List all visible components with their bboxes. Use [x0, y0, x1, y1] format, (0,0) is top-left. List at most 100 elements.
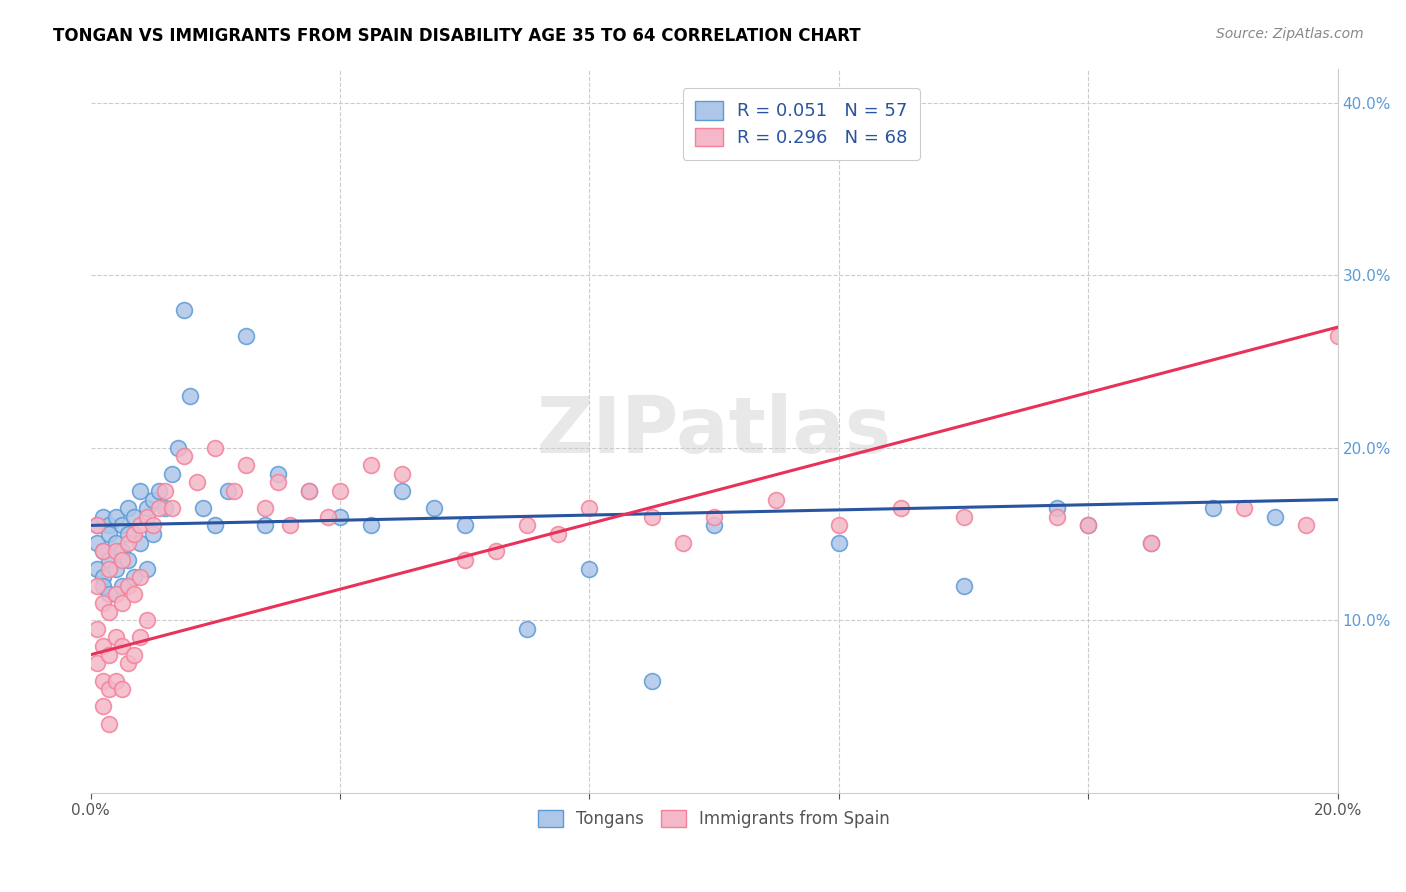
Point — [1202, 501, 1225, 516]
Point — [104, 509, 127, 524]
Point — [104, 535, 127, 549]
Point — [104, 673, 127, 688]
Point — [91, 544, 114, 558]
Point — [160, 501, 183, 516]
Point — [129, 518, 152, 533]
Point — [703, 518, 725, 533]
Point — [98, 716, 121, 731]
Point — [91, 509, 114, 524]
Point — [1264, 509, 1286, 524]
Point — [129, 570, 152, 584]
Point — [91, 699, 114, 714]
Point — [235, 458, 257, 472]
Point — [111, 579, 134, 593]
Point — [890, 501, 912, 516]
Point — [217, 483, 239, 498]
Point — [391, 467, 413, 481]
Text: TONGAN VS IMMIGRANTS FROM SPAIN DISABILITY AGE 35 TO 64 CORRELATION CHART: TONGAN VS IMMIGRANTS FROM SPAIN DISABILI… — [53, 27, 860, 45]
Point — [98, 605, 121, 619]
Point — [516, 622, 538, 636]
Point — [578, 561, 600, 575]
Point — [173, 302, 195, 317]
Point — [104, 587, 127, 601]
Point — [641, 673, 664, 688]
Point — [1077, 518, 1099, 533]
Point — [828, 518, 851, 533]
Point — [122, 587, 145, 601]
Point — [122, 509, 145, 524]
Point — [1139, 535, 1161, 549]
Point — [86, 561, 108, 575]
Point — [547, 527, 569, 541]
Point — [952, 509, 974, 524]
Point — [316, 509, 339, 524]
Point — [117, 535, 139, 549]
Point — [91, 570, 114, 584]
Point — [91, 596, 114, 610]
Point — [1139, 535, 1161, 549]
Point — [1233, 501, 1256, 516]
Point — [1295, 518, 1317, 533]
Point — [204, 441, 226, 455]
Point — [98, 553, 121, 567]
Point — [298, 483, 321, 498]
Point — [155, 501, 177, 516]
Point — [278, 518, 301, 533]
Point — [765, 492, 787, 507]
Point — [111, 553, 134, 567]
Point — [329, 483, 352, 498]
Point — [91, 639, 114, 653]
Point — [173, 450, 195, 464]
Point — [148, 483, 170, 498]
Point — [91, 579, 114, 593]
Point — [111, 682, 134, 697]
Point — [122, 527, 145, 541]
Point — [360, 458, 382, 472]
Point — [86, 535, 108, 549]
Point — [155, 483, 177, 498]
Point — [98, 518, 121, 533]
Point — [222, 483, 245, 498]
Point — [204, 518, 226, 533]
Point — [422, 501, 444, 516]
Point — [91, 673, 114, 688]
Point — [828, 535, 851, 549]
Point — [142, 518, 165, 533]
Point — [254, 501, 277, 516]
Point — [111, 596, 134, 610]
Point — [142, 527, 165, 541]
Text: ZIPatlas: ZIPatlas — [537, 392, 891, 468]
Point — [191, 501, 214, 516]
Point — [91, 544, 114, 558]
Point — [672, 535, 695, 549]
Point — [129, 483, 152, 498]
Point — [1046, 501, 1069, 516]
Point — [98, 648, 121, 662]
Point — [298, 483, 321, 498]
Point — [86, 657, 108, 671]
Point — [86, 579, 108, 593]
Point — [266, 475, 288, 490]
Point — [104, 544, 127, 558]
Point — [135, 501, 157, 516]
Point — [117, 579, 139, 593]
Point — [160, 467, 183, 481]
Point — [122, 570, 145, 584]
Point — [360, 518, 382, 533]
Point — [98, 527, 121, 541]
Point — [86, 518, 108, 533]
Point — [86, 622, 108, 636]
Point — [454, 518, 477, 533]
Point — [111, 639, 134, 653]
Point — [578, 501, 600, 516]
Point — [235, 328, 257, 343]
Legend: Tongans, Immigrants from Spain: Tongans, Immigrants from Spain — [531, 804, 897, 835]
Point — [117, 527, 139, 541]
Point — [129, 535, 152, 549]
Point — [516, 518, 538, 533]
Point — [142, 492, 165, 507]
Point — [117, 553, 139, 567]
Point — [186, 475, 208, 490]
Point — [1326, 328, 1348, 343]
Point — [266, 467, 288, 481]
